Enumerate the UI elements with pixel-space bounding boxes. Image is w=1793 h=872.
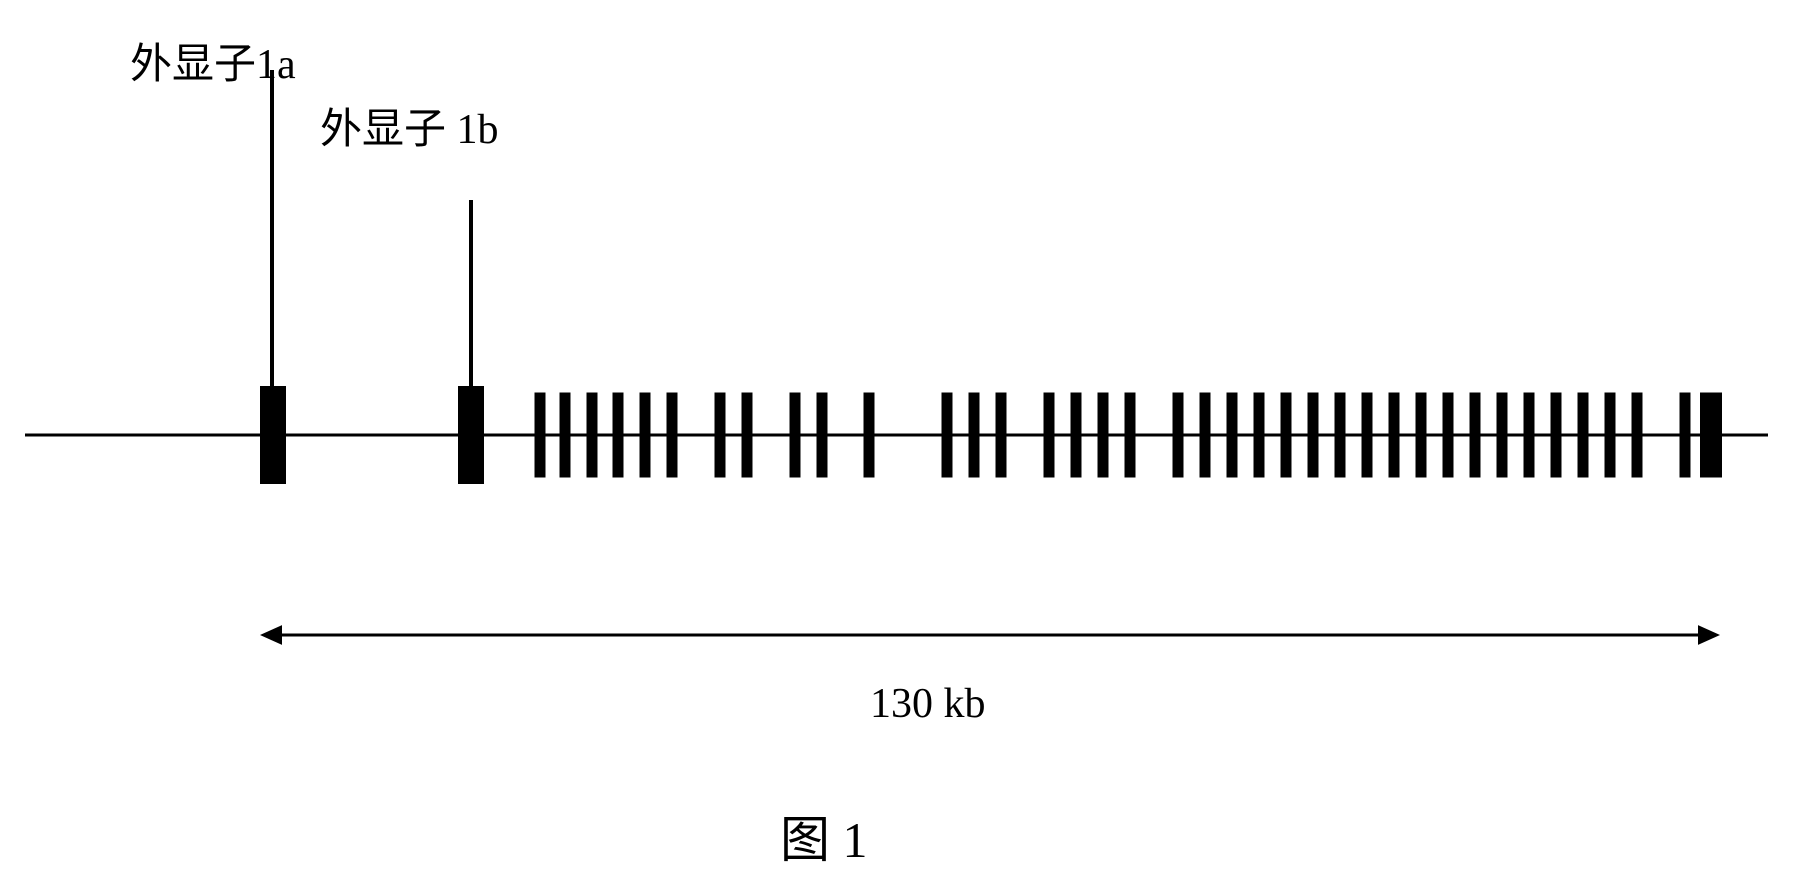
label-exon1a-text: 外显子1a [130,42,296,88]
label-exon1a: 外显子1a [130,30,296,91]
label-scale-text: 130 kb [870,681,986,727]
label-figcap-text: 图 1 [780,812,868,868]
label-exon1b-text: 外显子 1b [320,107,499,153]
label-exon1b: 外显子 1b [320,95,499,156]
gene-diagram [0,0,1793,867]
label-scale: 130 kb [870,680,986,728]
label-figcap: 图 1 [780,800,868,872]
